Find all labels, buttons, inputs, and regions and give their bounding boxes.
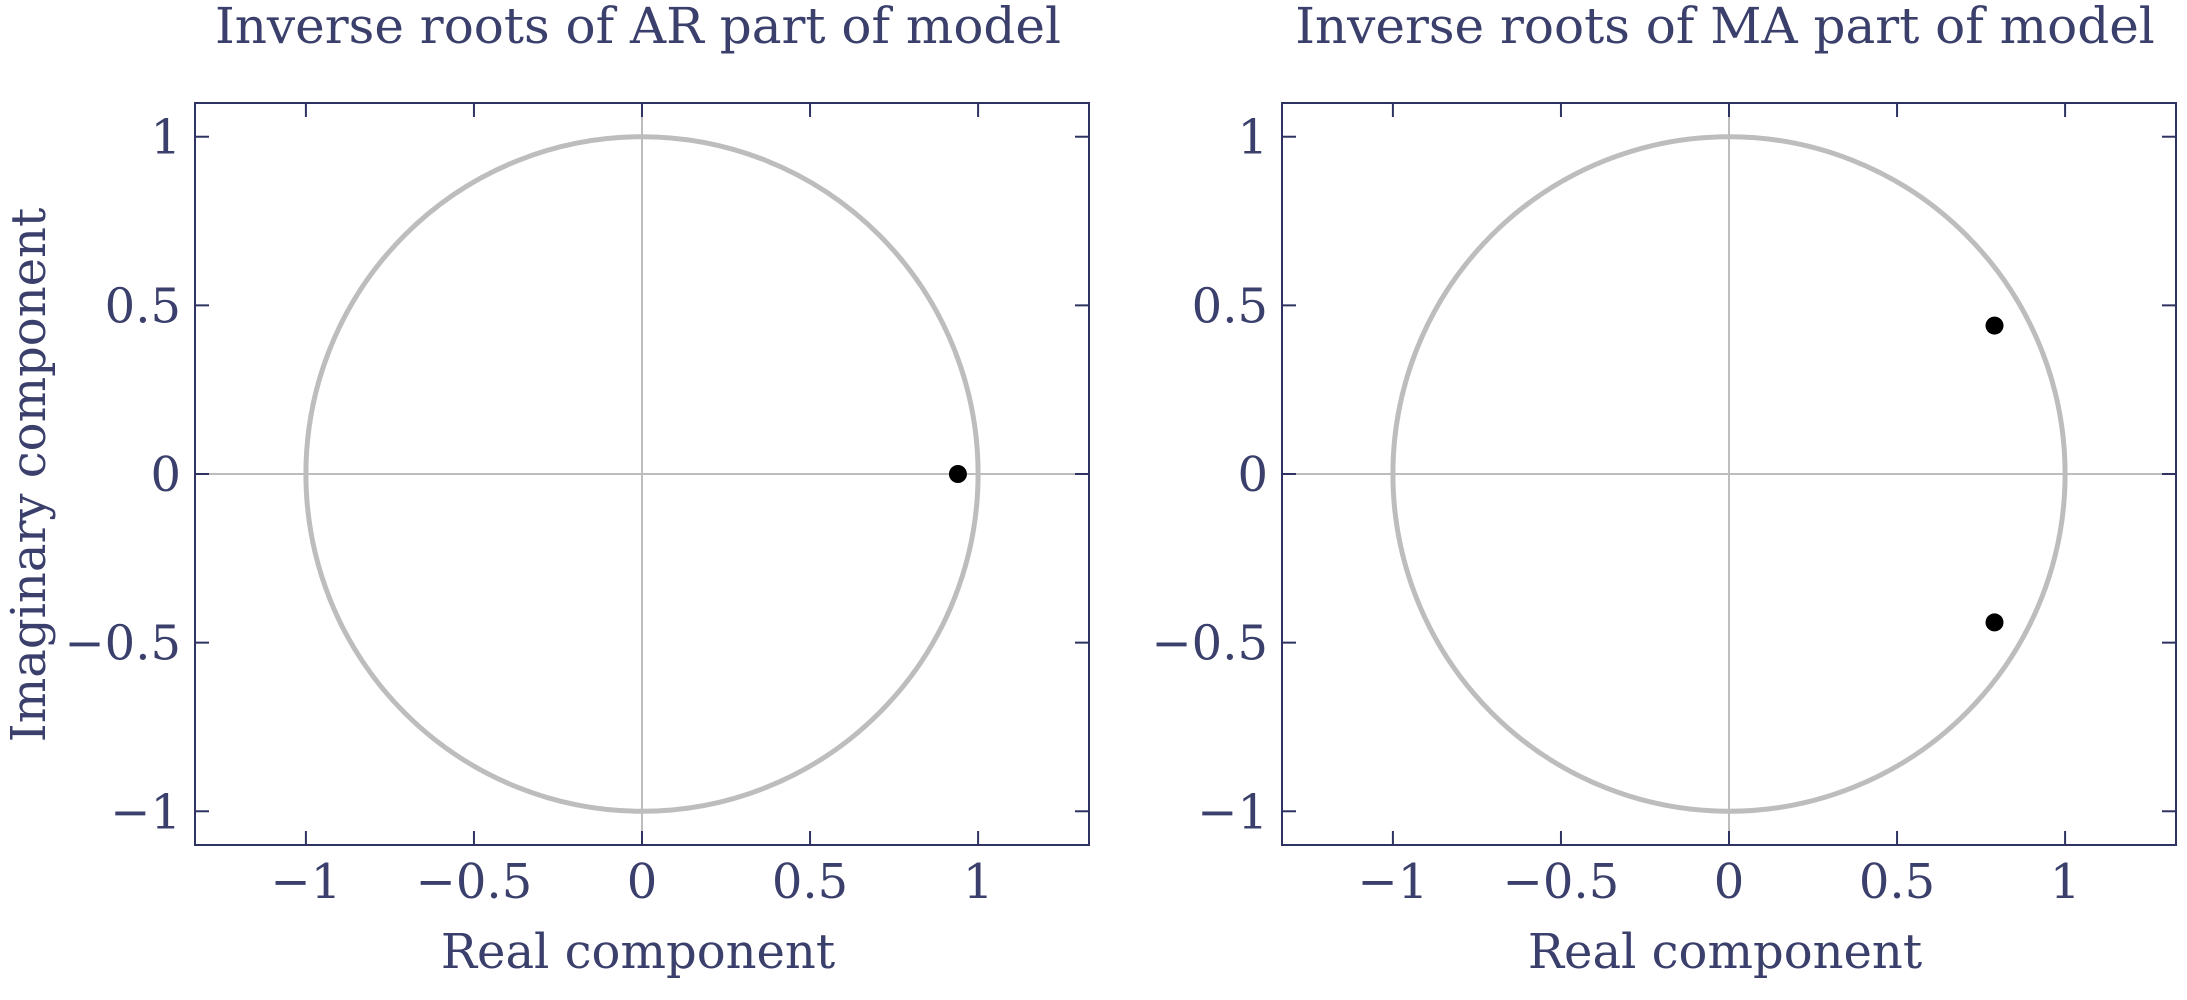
x-tick-label: 1: [963, 854, 994, 910]
y-axis-label: Imaginary component: [1, 208, 57, 742]
root-point: [948, 465, 967, 483]
y-tick-label: −0.5: [64, 616, 181, 672]
x-tick-label: 0: [627, 854, 658, 910]
y-tick-label: −0.5: [1151, 616, 1268, 672]
y-tick-label: 1: [1237, 110, 1268, 166]
x-tick-label: 0: [1714, 854, 1745, 910]
y-tick-label: −1: [110, 784, 181, 840]
x-tick-label: 0.5: [1859, 854, 1935, 910]
x-axis-label: Real component: [1528, 924, 1922, 980]
x-tick-label: −1: [1358, 854, 1429, 910]
y-tick-label: 0.5: [1192, 278, 1268, 334]
y-tick-label: −1: [1197, 784, 1268, 840]
root-point: [1985, 316, 2004, 335]
root-point: [1985, 613, 2004, 632]
y-tick-label: 1: [150, 110, 181, 166]
unit-circle: [1390, 134, 2068, 814]
y-tick-label: 0: [1237, 447, 1268, 503]
x-axis-label: Real component: [441, 924, 835, 980]
plot-area: −1 −0.5 0 0.5 1 1 0.5 0 −0.5 −1: [64, 102, 1090, 910]
unit-circle: [303, 134, 981, 814]
chart-title: Inverse roots of AR part of model: [215, 0, 1061, 55]
y-tick-label: 0.5: [105, 278, 181, 334]
y-tick-label: 0: [150, 447, 181, 503]
x-tick-label: 0.5: [772, 854, 848, 910]
chart-ma: Inverse roots of MA part of model Real c…: [1151, 0, 2177, 980]
chart-ar: Inverse roots of AR part of model Imagin…: [1, 0, 1090, 980]
x-tick-label: 1: [2050, 854, 2081, 910]
chart-title: Inverse roots of MA part of model: [1295, 0, 2155, 55]
x-tick-label: −0.5: [1503, 854, 1620, 910]
plot-area: −1 −0.5 0 0.5 1 1 0.5 0 −0.5 −1: [1151, 102, 2177, 910]
x-tick-label: −0.5: [416, 854, 533, 910]
x-tick-label: −1: [271, 854, 342, 910]
